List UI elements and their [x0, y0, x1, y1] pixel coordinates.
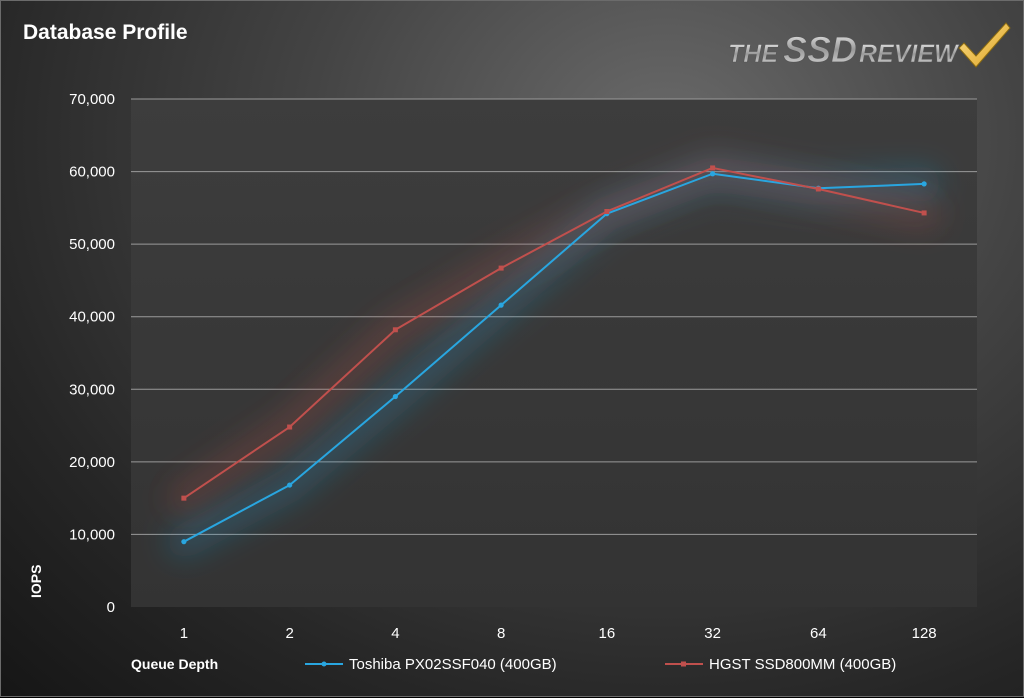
- x-axis-label: Queue Depth: [131, 656, 218, 672]
- data-point: [498, 302, 504, 308]
- y-tick-label: 50,000: [69, 236, 115, 253]
- legend-marker-hgst: [681, 661, 686, 667]
- data-point: [498, 265, 504, 271]
- data-point: [921, 210, 927, 216]
- x-tick-label: 2: [285, 625, 293, 642]
- y-axis-label: IOPS: [28, 565, 44, 598]
- x-tick-label: 1: [180, 625, 188, 642]
- logo-text-ssd: SSD: [783, 29, 857, 70]
- legend-label-hgst: HGST SSD800MM (400GB): [709, 656, 896, 673]
- data-point: [604, 208, 610, 214]
- legend-item-hgst: HGST SSD800MM (400GB): [665, 656, 896, 673]
- x-tick-label: 8: [497, 625, 505, 642]
- legend-item-toshiba: Toshiba PX02SSF040 (400GB): [305, 656, 557, 673]
- data-point: [710, 171, 716, 177]
- data-point: [392, 393, 398, 400]
- x-tick-label: 32: [704, 625, 721, 642]
- site-logo: THE SSD REVIEW: [728, 22, 1011, 70]
- y-tick-label: 40,000: [69, 309, 115, 326]
- x-tick-labels: 1 2 4 8 16 32 64 128: [180, 625, 937, 642]
- y-tick-label: 70,000: [69, 91, 115, 108]
- data-point: [815, 186, 821, 192]
- y-tick-label: 0: [107, 599, 115, 616]
- checkmark-icon: [958, 22, 1011, 68]
- y-tick-label: 30,000: [69, 381, 115, 398]
- data-point: [710, 165, 716, 171]
- data-point: [287, 482, 293, 488]
- x-tick-label: 64: [810, 625, 827, 642]
- data-point: [392, 327, 398, 333]
- logo-text-review: REVIEW: [859, 40, 960, 68]
- y-tick-label: 10,000: [69, 526, 115, 543]
- series-line-1: [183, 166, 925, 499]
- data-point: [287, 424, 293, 430]
- logo-text-the: THE: [728, 40, 779, 68]
- y-tick-label: 20,000: [69, 454, 115, 471]
- chart-title: Database Profile: [23, 21, 188, 44]
- x-tick-label: 128: [912, 625, 937, 642]
- data-point: [921, 181, 927, 187]
- y-tick-labels: 0 10,000 20,000 30,000 40,000 50,000 60,000 70,…: [69, 91, 115, 616]
- x-tick-label: 16: [599, 625, 616, 642]
- data-point: [181, 495, 187, 501]
- legend-marker-toshiba: [321, 661, 327, 667]
- series-lines: [181, 165, 927, 545]
- x-tick-label: 4: [391, 625, 399, 642]
- y-tick-label: 60,000: [69, 164, 115, 181]
- legend-label-toshiba: Toshiba PX02SSF040 (400GB): [349, 656, 557, 673]
- legend: Toshiba PX02SSF040 (400GB) HGST SSD800MM…: [305, 656, 896, 673]
- data-point: [181, 539, 187, 545]
